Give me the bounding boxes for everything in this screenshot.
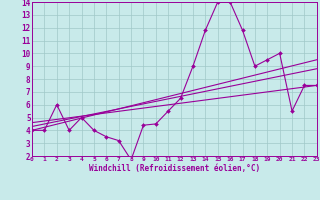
X-axis label: Windchill (Refroidissement éolien,°C): Windchill (Refroidissement éolien,°C) (89, 164, 260, 173)
